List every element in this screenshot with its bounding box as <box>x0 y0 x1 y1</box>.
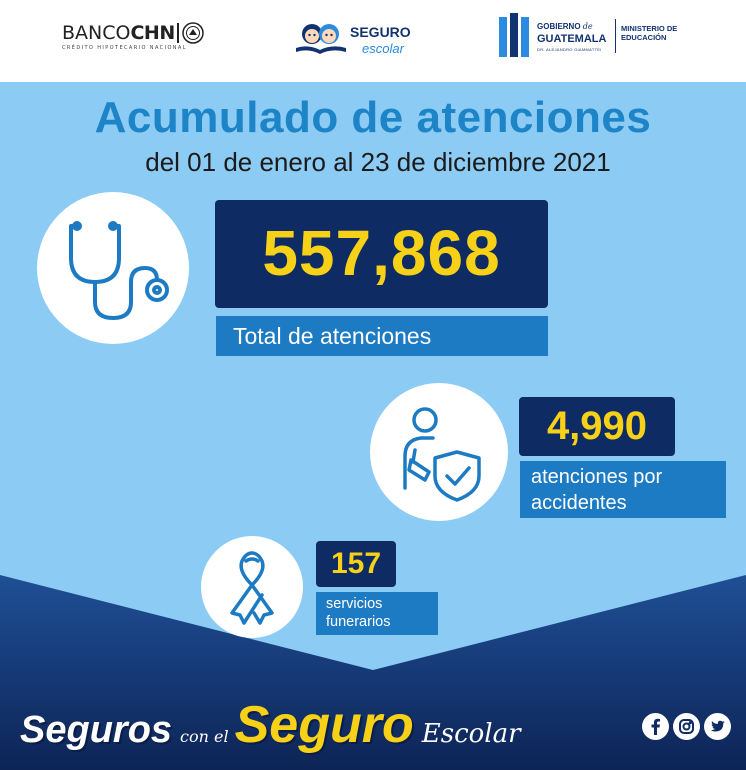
flag-bars-icon <box>499 13 529 57</box>
kids-book-icon <box>296 24 346 54</box>
accidents-value: 4,990 <box>519 397 675 456</box>
banco-tagline: CRÉDITO HIPOTECARIO NACIONAL <box>62 45 187 51</box>
banco-chn-logo: BANCO CHN CRÉDITO HIPOTECARIO NACIONAL <box>62 22 204 51</box>
slogan-seguro: Seguro <box>234 696 414 754</box>
gobierno-divider <box>615 19 616 53</box>
injured-person-shield-icon <box>403 407 481 502</box>
ministry-name: MINISTERIO DE EDUCACIÓN <box>621 24 678 42</box>
instagram-icon[interactable] <box>673 713 700 740</box>
stethoscope-circle <box>37 192 189 344</box>
funeral-label: servicios funerarios <box>316 592 438 635</box>
banco-seal-icon <box>181 22 204 44</box>
seguro-escolar-logo: SEGURO escolar <box>292 14 432 64</box>
gobierno-line3: DR. ALEJANDRO GIAMMATTEI <box>537 47 602 52</box>
funeral-value: 157 <box>316 541 396 587</box>
gobierno-line2: GUATEMALA <box>537 33 607 45</box>
slogan-con-el: con el <box>180 727 229 746</box>
ribbon-icon <box>230 551 274 625</box>
slogan-seguros: Seguros <box>20 709 173 751</box>
slogan: Seguros con el Seguro Escolar <box>20 695 640 761</box>
banco-name-left: BANCO <box>62 22 131 44</box>
accidents-label: atenciones por accidentes <box>520 461 726 518</box>
gobierno-line1: GOBIERNO de <box>537 22 593 31</box>
facebook-icon[interactable] <box>642 713 669 740</box>
slogan-escolar: Escolar <box>421 719 521 749</box>
total-label: Total de atenciones <box>216 316 548 356</box>
banco-name-right: CHN <box>130 22 175 44</box>
page-title: Acumulado de atenciones <box>94 93 652 142</box>
social-icons <box>642 713 731 740</box>
header-bar: BANCO CHN CRÉDITO HIPOTECARIO NACIONAL SE… <box>0 0 746 82</box>
bottom-navy-band <box>0 575 746 770</box>
accidents-circle <box>370 383 508 521</box>
gobierno-guatemala-logo: GOBIERNO de GUATEMALA DR. ALEJANDRO GIAM… <box>497 13 697 63</box>
total-value: 557,868 <box>215 200 548 308</box>
seguro-logo-sub: escolar <box>362 41 404 56</box>
page-subtitle: del 01 de enero al 23 de diciembre 2021 <box>145 147 611 177</box>
ribbon-circle <box>201 536 303 638</box>
twitter-icon[interactable] <box>704 713 731 740</box>
seguro-logo-main: SEGURO <box>350 24 411 40</box>
stethoscope-icon <box>69 221 169 320</box>
